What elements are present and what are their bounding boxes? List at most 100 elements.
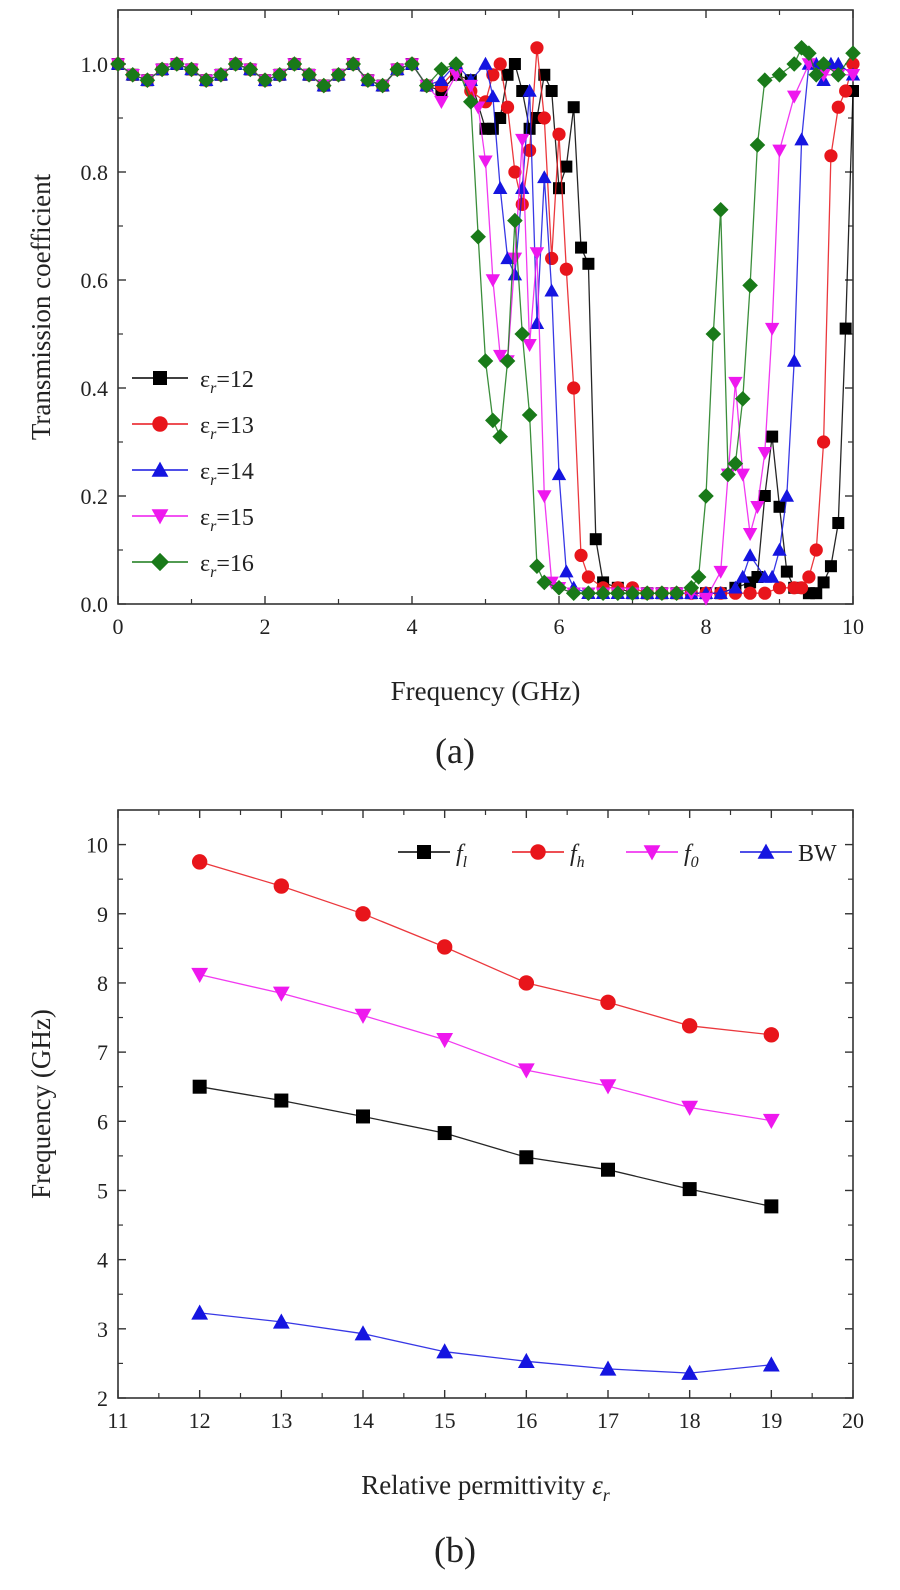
panel-a-series-4-point [478,155,493,169]
panel-a-series-2-point [846,57,860,71]
panel-b-y-tick-label: 2 [97,1386,108,1411]
panel-b-legend-marker [530,844,546,860]
panel-b-x-tick-label: 20 [842,1408,864,1433]
panel-a-series-5-point [374,77,391,94]
panel-a-legend-label: εr=14 [200,459,254,489]
panel-a-series-5-point [705,326,722,342]
panel-a-series-5-point [845,45,861,61]
panel-a-series-5-point [595,585,611,601]
panel-b-y-tick-label: 6 [97,1109,108,1134]
panel-a-series-5-point [507,212,523,229]
panel-a-series-2-point [758,586,772,600]
panel-a-series-1-point [582,257,595,270]
panel-a-series-4-point [463,79,478,93]
panel-b-series-4-point [354,1325,372,1341]
panel-a-series-4-point [698,592,714,606]
panel-a-series-5-point [404,56,420,72]
panel-a-series-4-point [507,252,523,266]
panel-a-series-1-point [824,560,837,573]
panel-a-series-5-point [742,277,758,294]
panel-a-legend-marker [152,416,168,432]
panel-a-series-5-point [624,585,641,601]
panel-b-series-4-point [436,1343,454,1359]
panel-a-x-axis-title: Frequency (GHz) [391,676,581,706]
panel-a-series-5-point [801,45,817,61]
panel-a-y-axis-title: Transmission coefficient [26,173,56,440]
panel-a-series-5-point [154,61,170,78]
panel-b-series-4-point [681,1364,699,1380]
panel-b-legend-item: BW [740,841,837,867]
panel-b-series-2-point [518,975,535,991]
panel-a-series-4-point [750,501,765,514]
panel-a-y-tick-label: 1.0 [81,52,109,77]
panel-a-series-2-point [552,127,566,141]
panel-a-series-4-point [728,376,743,390]
panel-a-series-1-point [567,101,580,114]
panel-b-series-1-point [274,1093,289,1108]
panel-a-legend-label: εr=12 [200,367,254,397]
panel-a-legend-item: εr=14 [132,459,254,489]
panel-a-series-5-point [183,61,200,78]
panel-b-legend-item: fl [398,841,468,871]
panel-b-legend-marker [417,845,431,859]
panel-a-series-2-point [500,100,515,114]
panel-a-y-tick-label: 0.0 [81,592,109,617]
panel-a-series-2-point [545,251,559,265]
panel-a-series-3-point [537,170,552,184]
panel-a-series-2-point [831,100,845,114]
panel-a-series-5-point [668,585,685,601]
panel-a-legend-marker [151,461,169,477]
panel-a-series-3-point [478,56,493,70]
panel-a-series-5-point [345,56,361,72]
panel-a-series-1-point [773,500,786,513]
panel-b-series-3-point [354,1008,372,1024]
panel-a-series-2-point [824,149,838,163]
panel-a-series-5-point [514,326,531,342]
panel-a-series-5 [110,40,861,601]
panel-a-series-2-point [809,543,823,557]
panel-a-series-5-point [499,353,516,369]
panel-b-y-tick-label: 5 [97,1178,108,1203]
panel-a-series-4-point [742,528,758,541]
panel-a-series-3-point [742,548,758,562]
panel-a-series-4-point [787,90,802,104]
panel-b-series-2-point [191,854,208,870]
panel-a-series-3-point [787,353,802,367]
panel-a-series-3-point [551,467,567,481]
panel-b-series-3-point [436,1032,454,1049]
panel-b-x-tick-label: 12 [189,1408,211,1433]
panel-b-legend-label: fh [570,841,585,871]
panel-a-series-1-point [501,68,514,81]
panel-a-series-4-point [764,322,780,336]
panel-a-legend-label: εr=13 [200,413,254,443]
panel-b-legend-item: fh [512,841,585,871]
panel-a-series-3-point [544,283,559,297]
panel-a-legend-marker [153,371,167,385]
panel-b-series-3-line [199,973,772,1122]
panel-a-series-5-point [286,56,303,72]
panel-a-series-5-point [551,580,567,596]
panel-a-series-5-point [720,466,736,483]
panel-a-series-5-point [485,412,501,429]
panel-b-series-3-point [191,967,209,984]
panel-a-series-4-point [485,274,501,288]
panel-b-series-4-point [272,1313,290,1329]
panel-a-series-5-point [257,72,273,88]
panel-b-y-tick-label: 3 [97,1317,108,1342]
panel-a-series-4-point [515,133,530,147]
panel-a-series-1-point [508,58,521,70]
panel-b-frequency-chart: 11 12 13 14 15 16 17 18 19 20 2 3 4 5 6 7 8 9 10 fl fh f0 BW Re… [26,809,864,1570]
panel-a-series-5-point [418,77,435,94]
panel-a-series-1-point [839,322,852,335]
panel-b-legend-label: fl [456,841,468,871]
panel-a-series-2-point [523,143,537,157]
panel-a-series-5-point [389,61,406,78]
panel-a-series-1-point [494,112,507,124]
panel-a-series-1-point [758,490,771,502]
panel-b-x-tick-label: 14 [352,1408,374,1433]
panel-a-series-4-point [735,468,750,482]
panel-a-legend-item: εr=16 [132,551,254,581]
panel-b-series-1 [192,1079,779,1214]
panel-b-legend-marker [643,845,661,861]
panel-b-y-tick-label: 4 [97,1248,108,1273]
